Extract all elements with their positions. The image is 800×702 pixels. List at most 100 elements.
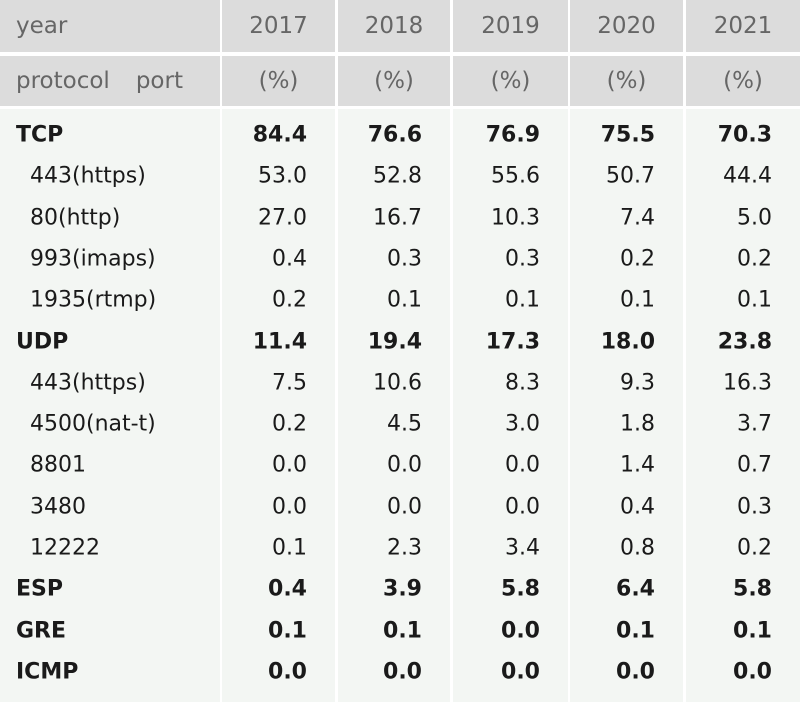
value: 16.7 (373, 205, 422, 231)
unit-header: (%) (338, 56, 450, 106)
value: 0.1 (272, 535, 307, 561)
value: 3.0 (505, 411, 540, 437)
value: 6.4 (616, 576, 655, 602)
header-label: protocol (16, 68, 110, 94)
value: 52.8 (373, 163, 422, 189)
value: 0.0 (383, 659, 422, 685)
year-header: 2019 (453, 0, 568, 52)
value: 0.2 (737, 535, 772, 561)
value: 0.0 (501, 618, 540, 644)
value: 0.1 (616, 618, 655, 644)
value: 19.4 (367, 329, 422, 354)
column-background (338, 109, 450, 702)
value: 5.8 (733, 576, 772, 602)
unit-header: (%) (686, 56, 800, 106)
port-label: 4500(nat-t) (30, 411, 156, 437)
value: 53.0 (258, 163, 307, 189)
value: 44.4 (723, 163, 772, 189)
column-background (0, 109, 220, 702)
value: 27.0 (258, 205, 307, 231)
value: 0.0 (268, 659, 307, 685)
protocol-label: UDP (16, 329, 69, 354)
value: 2.3 (387, 535, 422, 561)
value: 0.2 (272, 287, 307, 313)
port-label: 8801 (30, 452, 86, 478)
value: 0.4 (272, 246, 307, 272)
value: 0.0 (505, 494, 540, 520)
value: 1.4 (620, 452, 655, 478)
protocol-label: TCP (16, 122, 64, 148)
value: 7.4 (620, 205, 655, 231)
column-background (222, 109, 335, 702)
value: 11.4 (252, 329, 307, 354)
value: 0.1 (505, 287, 540, 313)
value: 0.3 (387, 246, 422, 272)
column-background (570, 109, 683, 702)
value: 50.7 (606, 163, 655, 189)
year-header: 2018 (338, 0, 450, 52)
year-header: 2021 (686, 0, 800, 52)
value: 0.0 (272, 494, 307, 520)
value: 0.1 (737, 287, 772, 313)
column-background (453, 109, 568, 702)
value: 0.3 (505, 246, 540, 272)
value: 23.8 (717, 329, 772, 354)
value: 76.9 (485, 122, 540, 148)
value: 18.0 (600, 329, 655, 354)
port-label: 1935(rtmp) (30, 287, 157, 313)
value: 0.0 (387, 494, 422, 520)
value: 0.4 (620, 494, 655, 520)
value: 0.1 (387, 287, 422, 313)
value: 55.6 (491, 163, 540, 189)
value: 0.0 (272, 452, 307, 478)
unit-header: (%) (453, 56, 568, 106)
value: 0.4 (268, 576, 307, 602)
value: 0.0 (501, 659, 540, 685)
value: 0.1 (733, 618, 772, 644)
protocol-label: ESP (16, 576, 63, 602)
protocol-label: GRE (16, 618, 67, 644)
value: 76.6 (367, 122, 422, 148)
value: 1.8 (620, 411, 655, 437)
port-label: 443(https) (30, 370, 146, 396)
value: 70.3 (717, 122, 772, 148)
value: 0.3 (737, 494, 772, 520)
protocol-port-label: protocol port (0, 56, 220, 106)
port-label: 3480 (30, 494, 86, 520)
value: 0.0 (387, 452, 422, 478)
value: 3.4 (505, 535, 540, 561)
value: 4.5 (387, 411, 422, 437)
value: 5.8 (501, 576, 540, 602)
value: 16.3 (723, 370, 772, 396)
value: 10.6 (373, 370, 422, 396)
header-label: port (135, 68, 183, 94)
value: 7.5 (272, 370, 307, 396)
value: 0.7 (737, 452, 772, 478)
value: 0.2 (620, 246, 655, 272)
port-label: 80(http) (30, 205, 121, 231)
value: 75.5 (600, 122, 655, 148)
value: 0.2 (272, 411, 307, 437)
value: 0.1 (268, 618, 307, 644)
value: 0.8 (620, 535, 655, 561)
value: 0.0 (616, 659, 655, 685)
unit-header: (%) (570, 56, 683, 106)
column-background (686, 109, 800, 702)
port-label: 993(imaps) (30, 246, 156, 272)
value: 0.1 (620, 287, 655, 313)
protocol-label: ICMP (16, 659, 79, 685)
port-label: 12222 (30, 535, 100, 561)
value: 84.4 (252, 122, 307, 148)
value: 5.0 (737, 205, 772, 231)
port-label: 443(https) (30, 163, 146, 189)
value: 0.0 (505, 452, 540, 478)
value: 0.1 (383, 618, 422, 644)
value: 10.3 (491, 205, 540, 231)
year-header: 2020 (570, 0, 683, 52)
value: 9.3 (620, 370, 655, 396)
value: 0.2 (737, 246, 772, 272)
value: 3.9 (383, 576, 422, 602)
year-label: year (0, 0, 220, 52)
unit-header: (%) (222, 56, 335, 106)
